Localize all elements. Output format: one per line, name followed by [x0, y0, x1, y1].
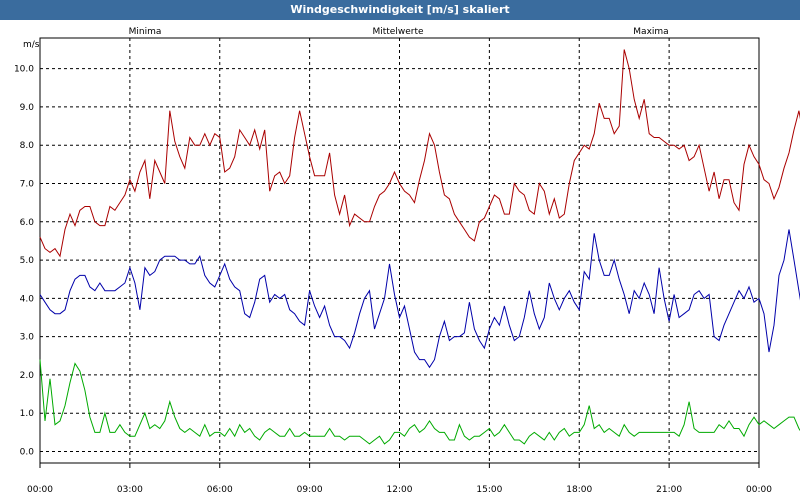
y-tick-label: 0.0	[20, 448, 35, 458]
window-title: Windgeschwindigkeit [m/s] skaliert	[0, 0, 800, 20]
wind-speed-chart: 0.0 1.0 2.0 3.0 4.0 5.0 6.0 7.0 8.0 9.0 10.0 m/s 00:…	[14, 27, 800, 495]
legend-label: Minima	[129, 27, 162, 37]
y-tick-label: 6.0	[20, 218, 35, 228]
y-tick-label: 7.0	[20, 179, 35, 189]
y-tick-label: 8.0	[20, 141, 35, 151]
x-tick-time: 00:00	[27, 485, 53, 495]
series-line-minima	[39, 359, 800, 445]
legend-label: Mittelwerte	[372, 27, 423, 37]
x-tick-time: 21:00	[656, 485, 682, 495]
x-tick-time: 00:00	[746, 485, 772, 495]
y-tick-label: 10.0	[14, 65, 34, 75]
legend-label: Maxima	[633, 27, 668, 37]
y-tick-label: 2.0	[20, 371, 35, 381]
x-tick-time: 12:00	[387, 485, 413, 495]
x-tick-time: 15:00	[476, 485, 502, 495]
series-line-mittelwerte	[39, 229, 800, 369]
y-tick-label: 5.0	[20, 256, 35, 266]
x-tick-time: 09:00	[297, 485, 323, 495]
y-tick-label: 1.0	[20, 409, 35, 419]
y-axis-label: m/s	[23, 40, 40, 50]
y-tick-label: 9.0	[20, 103, 35, 113]
x-tick-time: 18:00	[566, 485, 592, 495]
y-tick-label: 3.0	[20, 333, 35, 343]
x-tick-time: 03:00	[117, 485, 143, 495]
y-tick-label: 4.0	[20, 294, 35, 304]
series-line-maxima	[39, 49, 800, 258]
x-tick-time: 06:00	[207, 485, 233, 495]
